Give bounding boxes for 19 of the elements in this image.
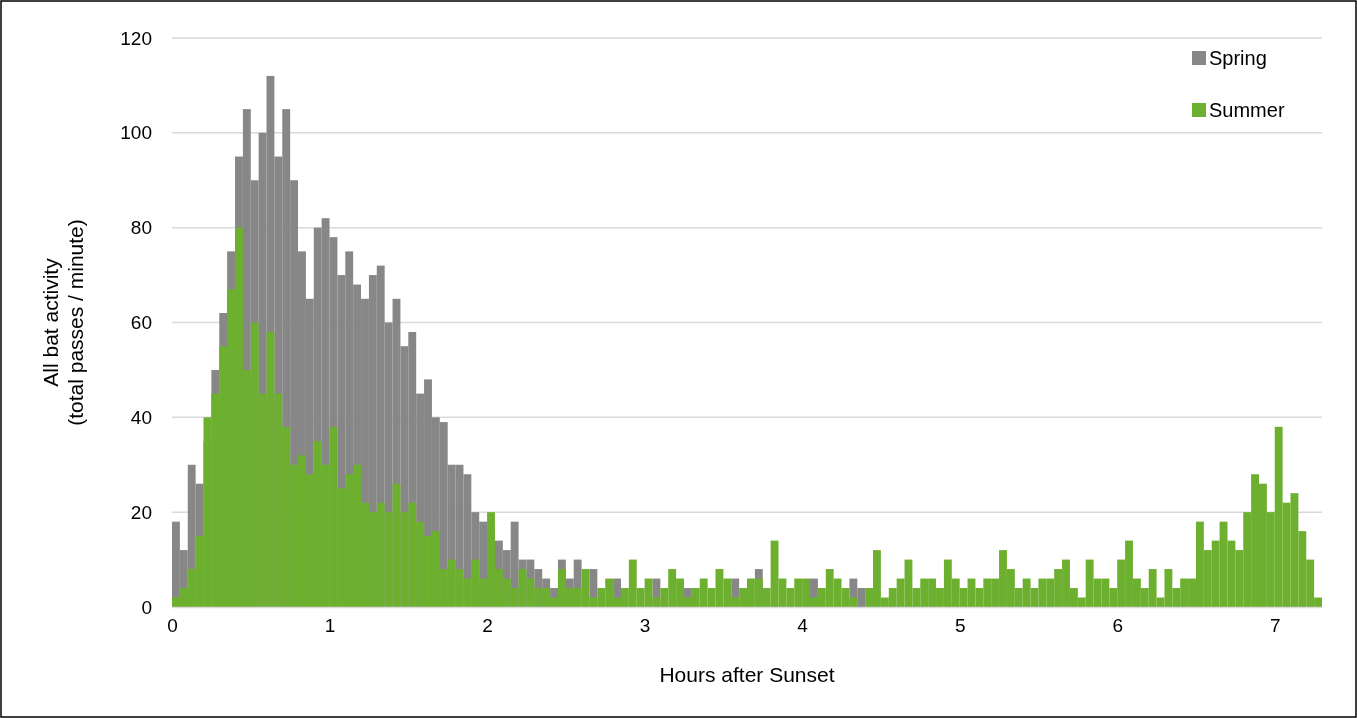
y-tick-label: 40 bbox=[130, 406, 152, 428]
x-tick-label: 4 bbox=[797, 615, 809, 637]
y-tick-label: 100 bbox=[120, 122, 152, 144]
y-tick-label: 120 bbox=[120, 27, 152, 49]
x-tick-label: 1 bbox=[324, 615, 336, 637]
legend-label: Summer bbox=[1209, 99, 1285, 121]
y-tick-label: 0 bbox=[141, 596, 152, 618]
x-tick-label: 3 bbox=[639, 615, 651, 637]
x-tick-label: 6 bbox=[1112, 615, 1123, 637]
legend-label: Spring bbox=[1209, 47, 1267, 69]
x-axis-title: Hours after Sunset bbox=[659, 663, 835, 686]
x-tick-label: 2 bbox=[482, 615, 493, 637]
y-axis-title: All bat activity (total passes / minute) bbox=[39, 219, 87, 426]
y-tick-label: 80 bbox=[130, 217, 152, 239]
y-tick-label: 60 bbox=[130, 312, 152, 334]
y-tick-label: 20 bbox=[130, 501, 152, 523]
x-tick-label: 0 bbox=[167, 615, 178, 637]
x-tick-label: 5 bbox=[954, 615, 966, 637]
x-tick-label: 7 bbox=[1269, 615, 1281, 637]
